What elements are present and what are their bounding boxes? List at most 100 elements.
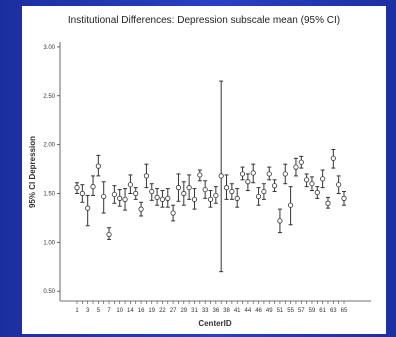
error-bar-group	[106, 227, 112, 240]
error-bar-group	[309, 176, 315, 192]
x-tick-label: 63	[330, 308, 337, 314]
error-bar-group	[261, 183, 267, 200]
error-bar-group	[202, 180, 208, 199]
x-tick-label: 55	[287, 308, 294, 314]
mean-point	[117, 195, 123, 201]
x-tick-label: 29	[180, 308, 187, 314]
error-bar-group	[122, 188, 128, 211]
x-axis-title: CenterID	[198, 319, 232, 328]
mean-point	[90, 184, 96, 190]
error-bar-group	[223, 174, 230, 200]
error-bar-group	[239, 166, 246, 181]
y-ticks: 0.50 1.00 1.50 2.00 2.50 3.00	[43, 45, 60, 295]
mean-point	[191, 196, 198, 202]
error-bar-group	[127, 174, 134, 194]
mean-point	[202, 186, 208, 193]
mean-point	[266, 171, 272, 177]
mean-point	[234, 195, 240, 201]
x-tick-label: 33	[202, 308, 209, 314]
mean-point	[271, 183, 278, 189]
x-tick-label: 1	[75, 308, 79, 314]
error-bar-group	[101, 181, 107, 214]
mean-point	[239, 171, 246, 177]
mean-point	[304, 177, 310, 183]
mean-point	[314, 189, 320, 196]
error-bar-group	[165, 188, 171, 208]
mean-point	[95, 163, 101, 169]
error-bars	[74, 80, 347, 273]
mean-point	[106, 231, 112, 238]
error-bar-group	[213, 186, 219, 204]
error-bar-group	[133, 187, 139, 200]
error-bar-group	[197, 169, 203, 182]
mean-point	[325, 200, 331, 206]
mean-point	[250, 170, 256, 176]
mean-point	[111, 191, 117, 198]
x-tick-label: 46	[255, 308, 262, 314]
y-tick-label: 1.00	[43, 240, 55, 246]
mean-point	[143, 173, 150, 179]
mean-point	[149, 188, 155, 195]
mean-point	[207, 196, 214, 202]
error-bar-group	[85, 194, 91, 227]
x-tick-label: 22	[159, 308, 166, 314]
error-bar-group	[117, 189, 123, 207]
mean-point	[309, 181, 315, 187]
mean-point	[154, 194, 160, 200]
x-tick-label: 61	[319, 308, 326, 314]
error-bar-group	[314, 186, 320, 199]
y-tick-label: 2.50	[43, 94, 55, 100]
x-tick-label: 41	[234, 308, 241, 314]
x-ticks: 1 3 5 7 10 14 16 19 22 27 29 31 33 36 38 41 44 46 49 51 55 57…	[75, 301, 348, 314]
x-tick-label: 5	[97, 308, 101, 314]
mean-point	[186, 185, 192, 191]
mean-point	[159, 196, 166, 202]
error-bar-group	[266, 166, 272, 181]
error-bar-group	[218, 80, 224, 273]
error-bar-group	[282, 163, 288, 185]
y-tick-label: 1.50	[43, 191, 55, 197]
error-bar-group	[341, 191, 347, 206]
mean-point	[74, 185, 80, 191]
mean-point	[127, 182, 134, 188]
mean-point	[79, 190, 85, 197]
y-tick-label: 0.50	[43, 289, 55, 295]
error-bar-group	[159, 190, 166, 208]
error-bar-group	[250, 163, 256, 184]
error-bar-group	[325, 196, 331, 209]
x-tick-label: 19	[148, 308, 155, 314]
x-tick-label: 44	[245, 308, 252, 314]
error-bar-group	[229, 183, 235, 200]
error-bar-group	[79, 184, 85, 203]
mean-point	[101, 193, 107, 200]
mean-point	[277, 218, 283, 224]
error-bar-group	[149, 183, 155, 201]
mean-point	[287, 202, 294, 208]
error-bar-group	[111, 185, 117, 204]
mean-point	[223, 185, 230, 191]
mean-point	[320, 176, 326, 182]
mean-point	[85, 205, 91, 211]
mean-point	[330, 155, 336, 161]
x-tick-label: 57	[298, 308, 305, 314]
error-bar-group	[191, 188, 198, 210]
error-bar-group	[90, 175, 96, 196]
error-bar-chart: 95% CI Depression CenterID 0.50 1.00 1.50 2…	[28, 42, 371, 328]
x-tick-label: 49	[266, 308, 273, 314]
x-tick-label: 65	[341, 308, 348, 314]
error-bar-group	[287, 186, 294, 226]
mean-point	[138, 206, 144, 212]
x-tick-label: 59	[309, 308, 316, 314]
mean-point	[255, 193, 262, 200]
x-tick-label: 14	[127, 308, 134, 314]
x-tick-label: 10	[116, 308, 123, 314]
error-bar-group	[181, 181, 187, 206]
mean-point	[245, 179, 251, 185]
y-tick-label: 2.00	[43, 143, 55, 149]
error-bar-group	[234, 188, 240, 208]
mean-point	[282, 171, 288, 177]
mean-point	[213, 192, 219, 199]
error-bar-group	[154, 188, 160, 206]
error-bar-group	[298, 155, 304, 169]
y-axis-title: 95% CI Depression	[28, 136, 37, 208]
